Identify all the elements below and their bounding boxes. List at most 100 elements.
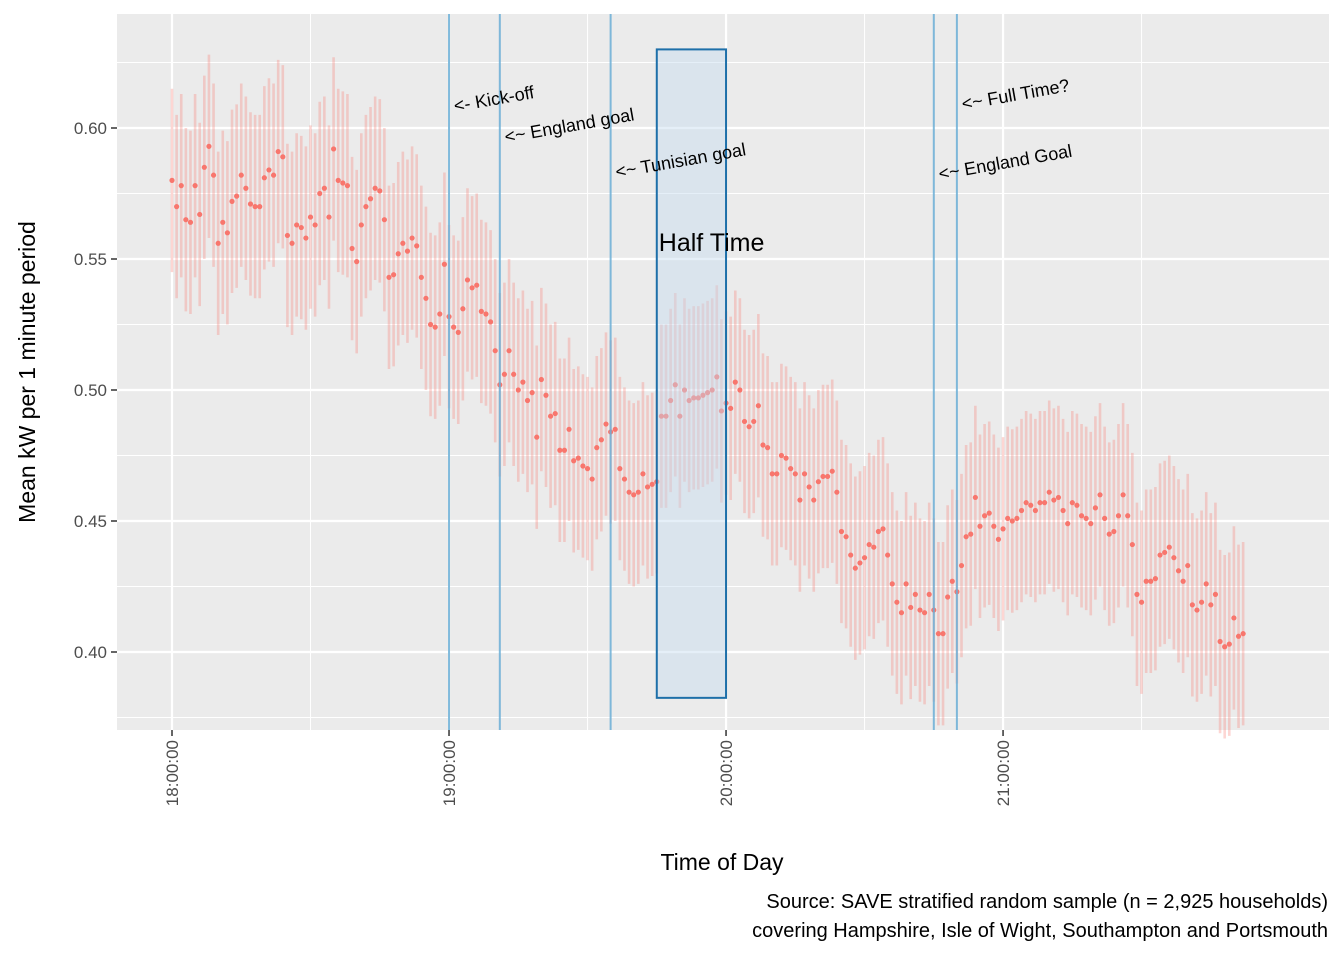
- data-point: [460, 306, 466, 312]
- data-point: [1134, 591, 1140, 597]
- data-point: [861, 555, 868, 561]
- data-point: [981, 513, 988, 519]
- data-point: [1120, 492, 1126, 498]
- data-point: [857, 560, 863, 566]
- data-point: [704, 390, 711, 396]
- data-point: [1157, 552, 1163, 558]
- data-point: [437, 311, 443, 317]
- data-point: [381, 217, 387, 223]
- data-point: [206, 143, 212, 149]
- data-point: [968, 531, 974, 537]
- data-point: [834, 489, 840, 495]
- data-point: [1102, 515, 1108, 521]
- data-point: [1018, 507, 1025, 514]
- data-point: [871, 544, 877, 550]
- data-point: [774, 471, 780, 477]
- data-point: [829, 468, 835, 474]
- data-point: [926, 591, 932, 597]
- data-point: [677, 413, 683, 419]
- data-point: [852, 565, 858, 571]
- data-point: [640, 471, 646, 477]
- data-point: [409, 235, 415, 241]
- data-point: [977, 523, 983, 529]
- data-point: [691, 395, 697, 401]
- data-point: [247, 201, 254, 207]
- data-point: [838, 528, 845, 535]
- data-point: [1051, 497, 1057, 503]
- data-point: [1060, 507, 1066, 514]
- data-point: [561, 447, 568, 453]
- data-point: [1046, 489, 1052, 495]
- data-point: [635, 489, 641, 495]
- data-point: [178, 183, 184, 189]
- data-point: [1152, 576, 1159, 582]
- data-point: [1106, 531, 1112, 537]
- data-point: [1042, 500, 1048, 506]
- data-point: [732, 379, 738, 385]
- data-point: [801, 471, 808, 477]
- data-point: [524, 397, 531, 404]
- data-point: [534, 434, 540, 440]
- data-point: [843, 534, 849, 540]
- data-point: [220, 219, 226, 225]
- data-point: [201, 164, 207, 170]
- data-point: [257, 204, 263, 210]
- data-point: [1115, 513, 1122, 519]
- x-tick-label: 18:00:00: [163, 740, 182, 806]
- data-point: [506, 348, 512, 354]
- data-point: [815, 479, 821, 485]
- data-point: [423, 295, 429, 301]
- data-point: [889, 581, 895, 587]
- data-point: [464, 277, 471, 283]
- data-point: [566, 426, 572, 432]
- data-point: [949, 578, 955, 584]
- data-point: [266, 167, 272, 173]
- data-point: [783, 455, 789, 461]
- data-point: [848, 552, 854, 558]
- y-tick-label: 0.50: [74, 381, 107, 400]
- data-point: [307, 214, 314, 220]
- data-point: [728, 405, 734, 411]
- data-point: [469, 285, 475, 291]
- data-point: [898, 610, 905, 616]
- data-point: [686, 397, 692, 404]
- data-point: [1092, 505, 1098, 511]
- data-point: [741, 418, 748, 425]
- y-axis: 0.40 0.45 0.50 0.55 0.60: [74, 119, 117, 662]
- data-point: [386, 274, 392, 280]
- data-point: [234, 193, 240, 199]
- data-point: [538, 376, 544, 383]
- half-time-rect: [655, 48, 728, 699]
- data-point: [270, 172, 277, 178]
- data-point: [921, 610, 928, 616]
- data-point: [441, 261, 448, 267]
- data-point: [751, 418, 757, 425]
- data-point: [451, 324, 457, 330]
- data-point: [1138, 599, 1145, 605]
- data-point: [1235, 633, 1242, 639]
- data-point: [363, 204, 369, 210]
- data-point: [326, 214, 332, 220]
- data-point: [1194, 607, 1200, 613]
- data-point: [755, 403, 761, 409]
- data-point: [243, 185, 249, 191]
- data-point: [474, 282, 480, 288]
- data-point: [912, 591, 918, 597]
- data-point: [571, 458, 577, 464]
- data-point: [1069, 500, 1075, 506]
- data-point: [303, 235, 309, 241]
- data-point: [963, 534, 969, 540]
- data-point: [1083, 515, 1089, 521]
- data-point: [1065, 521, 1071, 527]
- data-point: [520, 379, 526, 385]
- data-point: [1037, 500, 1043, 506]
- data-point: [174, 204, 180, 210]
- data-point: [377, 188, 383, 194]
- data-point: [197, 211, 203, 218]
- data-point: [1014, 515, 1020, 521]
- data-point: [649, 481, 655, 487]
- data-point: [1231, 615, 1237, 621]
- y-tick-label: 0.60: [74, 119, 107, 138]
- data-point: [737, 387, 743, 393]
- data-point: [404, 248, 411, 254]
